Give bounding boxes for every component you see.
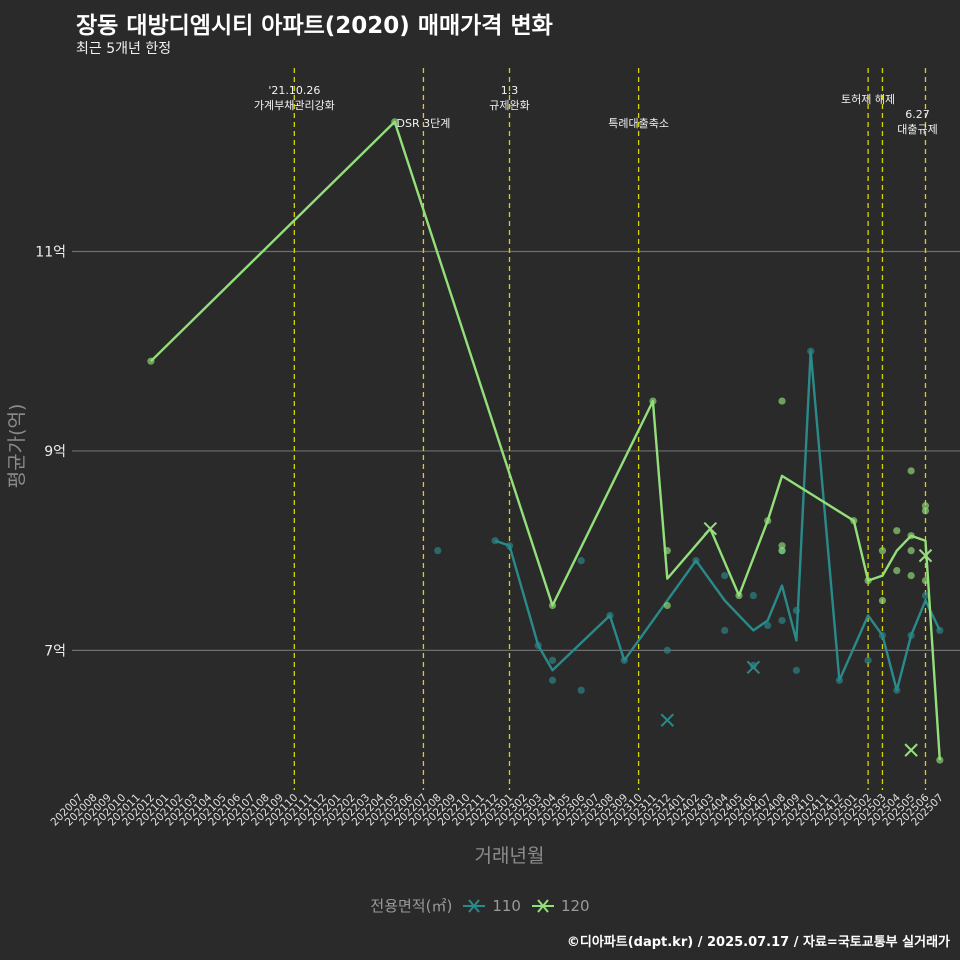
data-point-110 bbox=[434, 547, 442, 555]
data-point-120 bbox=[764, 517, 772, 525]
x-axis-title: 거래년월 bbox=[475, 845, 545, 867]
data-point-110 bbox=[620, 656, 628, 664]
data-point-110 bbox=[749, 661, 757, 669]
data-point-110 bbox=[505, 542, 514, 550]
data-point-110 bbox=[921, 591, 930, 600]
data-point-120 bbox=[907, 571, 915, 580]
y-tick-label: 11억 bbox=[35, 244, 66, 260]
series-line-120 bbox=[150, 120, 941, 761]
legend-swatch-110-icon bbox=[463, 898, 486, 913]
event-label: 특례대출축소 bbox=[608, 117, 669, 130]
data-point-110 bbox=[491, 537, 499, 545]
data-point-110 bbox=[548, 656, 557, 664]
data-point-120 bbox=[778, 547, 786, 555]
data-point-110 bbox=[577, 557, 585, 565]
event-label: 가계부채관리강화 bbox=[254, 99, 335, 112]
legend-swatch-120-icon bbox=[531, 898, 554, 913]
event-label: '21.10.26 bbox=[268, 84, 320, 97]
data-point-110 bbox=[893, 686, 901, 694]
data-point-120 bbox=[663, 601, 671, 610]
legend-item-120: 120 bbox=[531, 897, 590, 915]
data-point-110 bbox=[936, 626, 944, 635]
series-line-110 bbox=[494, 350, 941, 692]
data-point-120 bbox=[391, 118, 399, 126]
data-point-110 bbox=[749, 591, 757, 600]
data-point-120 bbox=[893, 567, 901, 575]
data-point-110 bbox=[577, 686, 585, 694]
y-axis-title: 평균가(억) bbox=[6, 404, 28, 489]
source-caption: ©디아파트(dapt.kr) / 2025.07.17 / 자료=국토교통부 실… bbox=[566, 935, 950, 950]
data-point-120 bbox=[850, 517, 858, 525]
chart-subtitle: 최근 5개년 한정 bbox=[76, 41, 172, 57]
data-point-110 bbox=[663, 646, 671, 654]
data-point-110 bbox=[534, 641, 542, 649]
data-point-120 bbox=[907, 532, 915, 540]
data-point-110 bbox=[778, 616, 786, 625]
legend-label-110: 110 bbox=[492, 896, 521, 915]
legend-title: 전용면적(㎡) bbox=[370, 897, 453, 915]
data-point-110 bbox=[907, 631, 915, 640]
legend-label-120: 120 bbox=[560, 896, 590, 915]
cancelled-marker-110 bbox=[660, 713, 674, 727]
data-point-110 bbox=[878, 631, 887, 640]
data-point-110 bbox=[721, 571, 729, 580]
data-point-110 bbox=[692, 557, 700, 565]
cancelled-marker-110 bbox=[746, 660, 761, 675]
data-point-120 bbox=[878, 596, 887, 605]
data-point-110 bbox=[606, 611, 614, 620]
chart-title: 장동 대방디엠시티 아파트(2020) 매매가격 변화 bbox=[76, 13, 553, 39]
legend: 전용면적(㎡) 110 120 bbox=[0, 895, 960, 916]
data-point-120 bbox=[649, 397, 657, 405]
event-label: 토허제 해제 bbox=[841, 92, 895, 106]
data-point-120 bbox=[778, 542, 786, 550]
event-label: DSR 3단계 bbox=[397, 117, 451, 130]
data-point-110 bbox=[764, 621, 772, 630]
data-point-120 bbox=[878, 547, 887, 555]
data-point-120 bbox=[864, 576, 872, 585]
legend-item-110: 110 bbox=[462, 897, 521, 915]
data-point-110 bbox=[792, 606, 800, 615]
data-point-120 bbox=[735, 591, 743, 600]
data-point-120 bbox=[663, 547, 671, 555]
data-point-120 bbox=[893, 527, 901, 535]
data-point-120 bbox=[778, 397, 786, 405]
event-label: 1.3 bbox=[501, 84, 519, 97]
data-point-120 bbox=[921, 576, 930, 585]
event-label: 대출규제 bbox=[897, 123, 937, 136]
cancelled-marker-120 bbox=[703, 522, 718, 536]
data-point-110 bbox=[721, 626, 729, 635]
data-point-120 bbox=[921, 502, 930, 510]
data-point-120 bbox=[907, 547, 915, 555]
data-point-110 bbox=[548, 676, 557, 684]
data-point-110 bbox=[864, 656, 872, 664]
data-point-110 bbox=[807, 347, 815, 355]
event-label: 6.27 bbox=[905, 108, 930, 121]
data-point-120 bbox=[548, 601, 557, 610]
data-point-120 bbox=[921, 507, 930, 515]
data-point-120 bbox=[147, 357, 155, 365]
cancelled-marker-120 bbox=[918, 548, 933, 563]
y-tick-label: 7억 bbox=[44, 643, 66, 659]
event-label: 규제완화 bbox=[489, 99, 529, 112]
data-point-110 bbox=[792, 666, 800, 674]
data-point-120 bbox=[936, 756, 944, 764]
cancelled-marker-120 bbox=[904, 743, 918, 757]
data-point-110 bbox=[835, 676, 844, 684]
y-tick-label: 9억 bbox=[44, 444, 66, 460]
data-point-120 bbox=[907, 467, 915, 475]
